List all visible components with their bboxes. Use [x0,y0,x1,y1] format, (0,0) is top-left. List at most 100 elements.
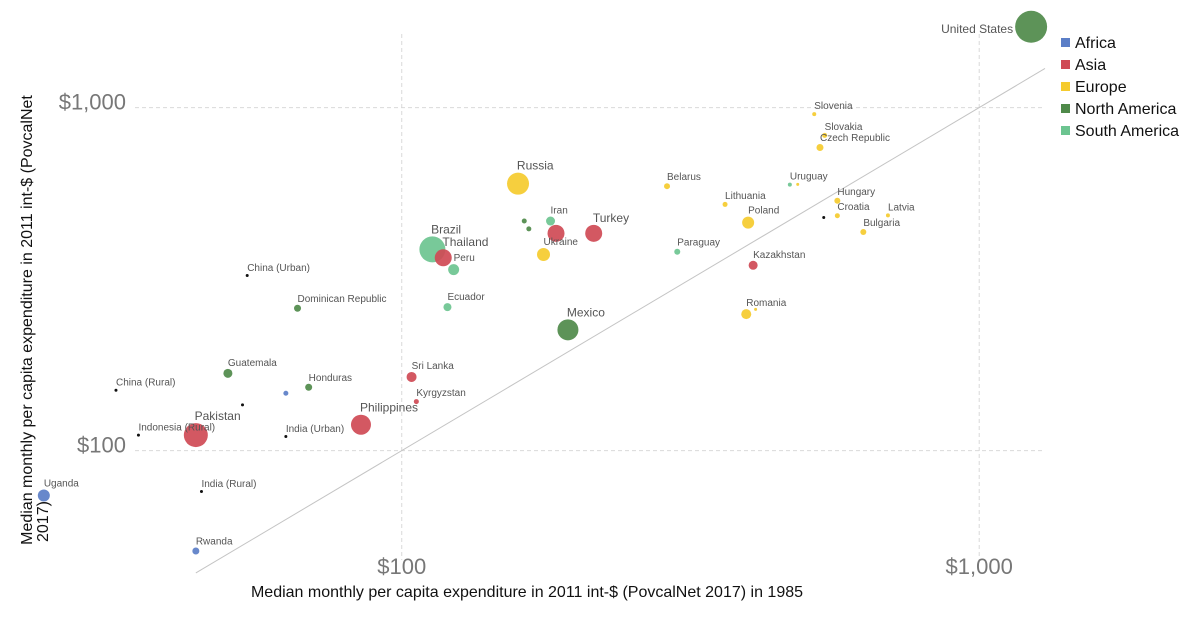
y-axis-title-line-1: Median monthly per capita expenditure in… [19,95,36,545]
point-sri-lanka [406,371,417,382]
point-label-croatia: Croatia [837,202,870,213]
point-label-mexico: Mexico [567,305,605,319]
point-latvia [885,213,890,218]
point-pakistan [183,423,208,448]
point-china-rural [114,388,118,392]
legend: Africa Asia Europe North America South Ameri… [1061,35,1179,140]
tick-labels-layer: $100 $1,000 $100 $1,000 [59,90,1013,579]
point-other-unlabeled [822,216,826,220]
point-slovenia [812,112,817,117]
legend-label-europe: Europe [1075,79,1127,96]
grid-layer [135,34,1045,560]
point-czech-republic [816,143,824,151]
point-label-slovakia: Slovakia [825,122,863,133]
point-indonesia-rural [136,433,140,437]
point-label-iran: Iran [551,206,568,217]
point-africa-unlabeled [283,390,289,396]
point-europe-unlabeled [754,307,758,311]
legend-swatch-asia [1061,60,1070,69]
legend-swatch-north-america [1061,104,1070,113]
legend-swatch-africa [1061,38,1070,47]
point-label-united-states: United States [941,22,1013,36]
legend-label-north-america: North America [1075,101,1176,118]
point-label-hungary: Hungary [837,187,875,198]
point-asia-unlabeled [547,224,565,242]
point-uruguay [787,182,792,187]
point-label-ukraine: Ukraine [544,237,579,248]
point-label-slovenia: Slovenia [814,101,853,112]
point-ukraine [537,248,551,262]
point-label-indonesia-rural: Indonesia (Rural) [138,423,215,434]
point-europe-unlabeled [796,182,800,186]
point-philippines [350,414,371,435]
point-india-urban [284,434,288,438]
y-tick-label: $100 [77,433,126,458]
y-tick-label: $1,000 [59,90,126,115]
point-north-america-unlabeled [521,218,527,224]
legend-label-asia: Asia [1075,57,1106,74]
x-tick-label: $1,000 [946,554,1013,579]
point-belarus [664,183,671,190]
legend-label-south-america: South America [1075,123,1179,140]
point-label-romania: Romania [746,298,786,309]
y-equals-x-line [195,68,1046,574]
point-paraguay [674,248,681,255]
point-north-america-unlabeled [526,226,532,232]
point-peru [448,264,460,276]
point-uganda [37,489,50,502]
point-kazakhstan [748,260,758,270]
point-label-poland: Poland [748,206,779,217]
point-label-china-urban: China (Urban) [247,263,310,274]
point-label-lithuania: Lithuania [725,191,766,202]
point-label-dominican-republic: Dominican Republic [298,294,387,305]
point-label-thailand: Thailand [442,235,488,249]
point-label-czech-republic: Czech Republic [820,133,890,144]
point-label-peru: Peru [454,253,475,264]
legend-label-africa: Africa [1075,35,1116,52]
point-label-brazil: Brazil [431,222,461,236]
point-label-ecuador: Ecuador [447,292,485,303]
point-kyrgyzstan [413,399,419,405]
point-hungary [834,197,841,204]
point-iran [546,216,556,226]
point-guatemala [223,368,233,378]
x-axis-title: Median monthly per capita expenditure in… [251,584,803,601]
point-poland [742,216,755,229]
point-label-india-urban: India (Urban) [286,424,344,435]
point-label-guatemala: Guatemala [228,358,277,369]
point-slovakia [822,132,828,138]
point-united-states [1015,10,1048,43]
point-india-rural [199,490,203,494]
reference-line-layer [195,68,1046,574]
point-label-belarus: Belarus [667,172,701,183]
point-label-uruguay: Uruguay [790,172,828,183]
y-axis-title-line-2: 2017) [35,501,52,542]
legend-swatch-europe [1061,82,1070,91]
point-lithuania [722,201,728,207]
point-thailand [434,249,452,267]
point-label-china-rural: China (Rural) [116,378,175,389]
point-label-kyrgyzstan: Kyrgyzstan [416,388,465,399]
point-bulgaria [860,228,867,235]
point-croatia [834,213,840,219]
point-turkey [585,224,603,242]
points-layer [37,10,1048,555]
point-russia [507,172,530,195]
point-label-philippines: Philippines [360,401,418,415]
point-label-latvia: Latvia [888,202,915,213]
point-label-india-rural: India (Rural) [201,479,256,490]
point-ecuador [443,303,452,312]
point-rwanda [192,547,200,555]
point-label-kazakhstan: Kazakhstan [753,250,805,261]
point-label-pakistan: Pakistan [195,409,241,423]
y-axis-title: Median monthly per capita expenditure in… [19,95,52,545]
point-mexico [557,319,579,341]
point-other-unlabeled [241,403,245,407]
point-label-bulgaria: Bulgaria [863,218,900,229]
x-tick-label: $100 [377,554,426,579]
point-label-turkey: Turkey [593,211,629,225]
legend-swatch-south-america [1061,126,1070,135]
point-romania [741,309,752,320]
